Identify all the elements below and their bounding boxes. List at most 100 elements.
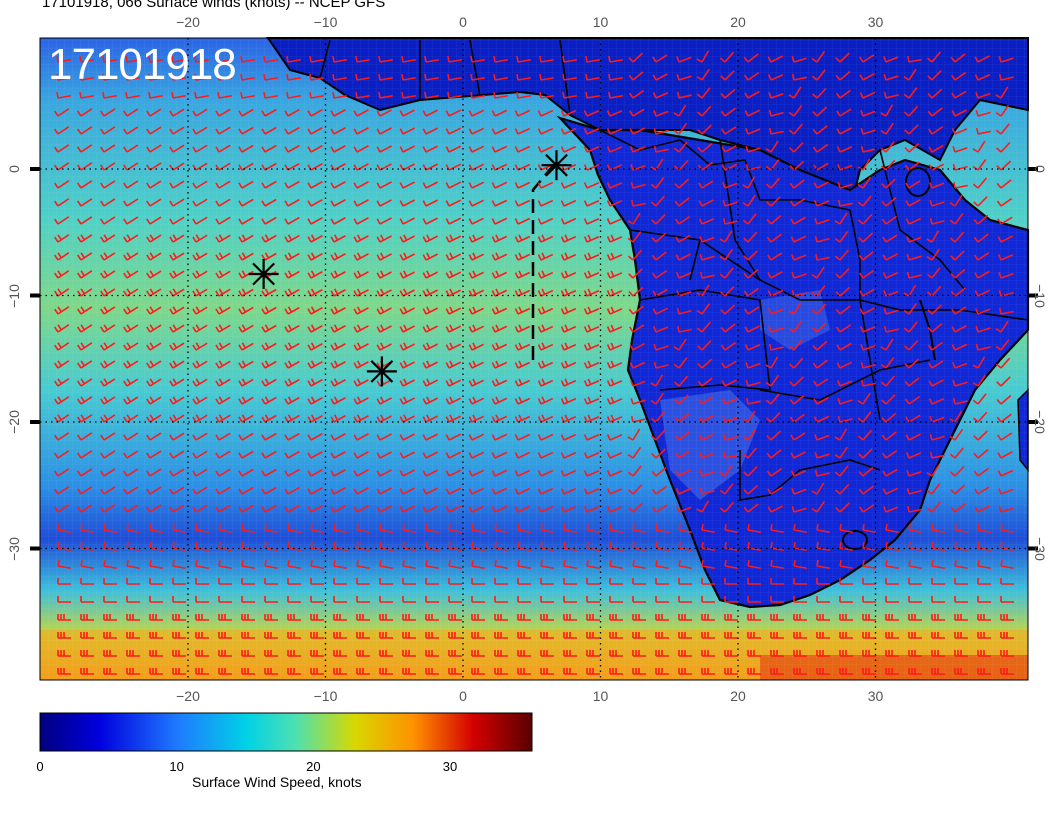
wind-barb <box>560 217 577 225</box>
wind-barb <box>77 504 93 513</box>
wind-barb <box>816 668 830 675</box>
track-line <box>531 161 557 360</box>
wind-barb <box>788 302 802 315</box>
wind-barb <box>858 251 874 261</box>
wind-barb <box>330 145 346 153</box>
wind-barb <box>653 128 669 135</box>
wind-barb <box>514 306 531 315</box>
wind-barb <box>284 468 300 477</box>
wind-barb <box>560 252 577 261</box>
wind-barb <box>609 632 623 639</box>
wind-barb <box>376 451 392 459</box>
wind-barb <box>926 267 941 279</box>
wind-barb <box>148 73 163 81</box>
wind-barb <box>307 108 323 117</box>
wind-barb <box>215 324 231 333</box>
wind-barb <box>307 270 323 279</box>
wind-barb <box>424 73 439 81</box>
wind-barb <box>929 451 945 459</box>
wind-barb <box>537 433 554 441</box>
asterisk-marker <box>366 356 397 387</box>
wind-barb <box>77 432 93 441</box>
wind-barb <box>972 393 987 405</box>
wind-barb <box>583 288 600 297</box>
wind-barb <box>263 73 278 81</box>
wind-barb <box>468 109 485 117</box>
wind-barb <box>445 469 461 477</box>
wind-barb <box>563 614 577 621</box>
wind-barb <box>765 374 780 387</box>
wind-barb <box>793 559 807 570</box>
wind-barb <box>743 269 759 279</box>
wind-barb <box>928 397 945 405</box>
wind-barb <box>399 505 415 513</box>
wind-barb <box>606 182 623 189</box>
wind-barb <box>859 504 875 513</box>
wind-barb <box>330 433 346 441</box>
wind-barb <box>261 306 277 315</box>
wind-barb <box>284 486 300 495</box>
wind-barb <box>123 468 139 477</box>
wind-barb <box>100 414 116 423</box>
wind-barb <box>445 360 461 369</box>
wind-barb <box>583 252 600 261</box>
wind-barb <box>722 200 738 207</box>
wind-barb <box>468 181 485 189</box>
wind-barb <box>100 144 116 153</box>
wind-barb <box>330 252 346 261</box>
wind-barb <box>353 270 369 279</box>
wind-barb <box>697 396 714 405</box>
wind-barb <box>858 466 874 477</box>
wind-barb <box>950 250 965 261</box>
wind-barb <box>835 71 851 81</box>
wind-barb <box>563 650 577 657</box>
wind-barb <box>356 559 370 570</box>
wind-barb <box>399 234 415 243</box>
wind-barb <box>77 198 93 207</box>
wind-barb <box>995 339 1010 351</box>
lat-tick <box>1028 167 1038 171</box>
wind-barb <box>287 632 301 639</box>
wind-barb <box>926 248 940 261</box>
wind-barb <box>192 198 208 207</box>
wind-barb <box>563 668 577 675</box>
wind-barb <box>356 614 370 621</box>
wind-barb <box>885 578 899 585</box>
wind-barb <box>537 342 554 351</box>
wind-barb <box>146 288 162 297</box>
wind-barb <box>627 212 641 225</box>
wind-barb <box>123 360 139 369</box>
wind-barb <box>929 217 945 225</box>
wind-barb <box>790 432 806 441</box>
wind-barb <box>951 343 968 351</box>
wind-barb <box>606 506 623 513</box>
wind-barb <box>973 233 989 243</box>
wind-barb <box>353 306 369 315</box>
wind-barb <box>172 650 186 657</box>
wind-barb <box>353 433 369 441</box>
lon-label: 30 <box>867 14 884 30</box>
wind-barb <box>766 449 782 459</box>
wind-barb <box>720 107 736 117</box>
wind-barb <box>628 89 645 99</box>
wind-barb <box>768 326 784 333</box>
wind-barb <box>215 144 231 153</box>
wind-barb <box>696 50 710 63</box>
wind-barb <box>333 596 347 603</box>
wind-barb <box>517 578 531 585</box>
lat-label: −20 <box>1032 410 1048 434</box>
wind-barb <box>445 342 461 351</box>
wind-barb <box>445 181 461 189</box>
wind-barb <box>540 523 554 534</box>
wind-barb <box>655 596 669 603</box>
wind-barb <box>215 360 231 369</box>
wind-barb <box>697 105 712 117</box>
wind-barb <box>653 145 669 153</box>
wind-barb <box>468 342 485 351</box>
wind-barb <box>816 578 830 585</box>
wind-barb <box>491 433 508 441</box>
wind-barb <box>172 596 186 603</box>
wind-barb <box>468 234 485 243</box>
wind-barb <box>537 451 554 459</box>
wind-barb <box>376 342 392 351</box>
